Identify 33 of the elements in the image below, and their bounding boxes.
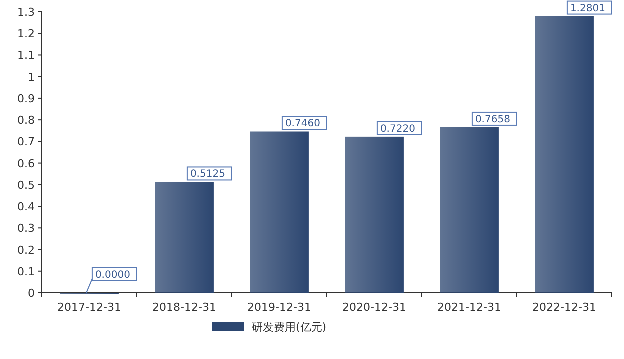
y-tick-label: 1.1 — [18, 49, 35, 62]
y-tick-label: 0.6 — [18, 157, 35, 170]
x-tick-label: 2019-12-31 — [248, 301, 312, 314]
y-tick-label: 0.5 — [18, 178, 35, 192]
bar — [345, 136, 404, 293]
data-label: 1.2801 — [570, 3, 606, 14]
data-label: 0.7460 — [285, 118, 320, 130]
bar — [155, 182, 214, 293]
x-tick-label: 2021-12-31 — [438, 301, 502, 314]
y-tick-label: 0.9 — [18, 92, 35, 106]
y-tick-label: 0.1 — [18, 265, 35, 278]
y-tick-label: 0.8 — [18, 114, 35, 128]
y-tick-label: 1.3 — [18, 6, 35, 19]
data-label: 0.7220 — [380, 124, 416, 135]
y-tick-label: 1.2 — [18, 28, 35, 41]
bar — [440, 127, 499, 293]
y-tick-label: 1 — [28, 70, 35, 84]
x-tick-label: 2020-12-31 — [342, 301, 406, 314]
data-label: 0.0000 — [95, 270, 130, 281]
data-label: 0.5125 — [190, 169, 226, 180]
x-tick-label: 2022-12-31 — [532, 301, 596, 314]
y-tick-label: 0.4 — [18, 200, 35, 214]
x-tick-label: 2018-12-31 — [152, 301, 216, 314]
legend: 研发费用(亿元) — [212, 321, 327, 334]
legend-label: 研发费用(亿元) — [252, 321, 327, 334]
y-tick-label: 0.3 — [18, 222, 35, 236]
y-tick-label: 0.7 — [18, 136, 35, 149]
bar — [535, 16, 594, 293]
data-label: 0.7658 — [475, 114, 510, 126]
bar — [250, 132, 309, 293]
x-tick-label: 2017-12-31 — [58, 301, 122, 314]
y-tick-label: 0 — [28, 287, 35, 300]
y-tick-label: 0.2 — [18, 244, 35, 257]
